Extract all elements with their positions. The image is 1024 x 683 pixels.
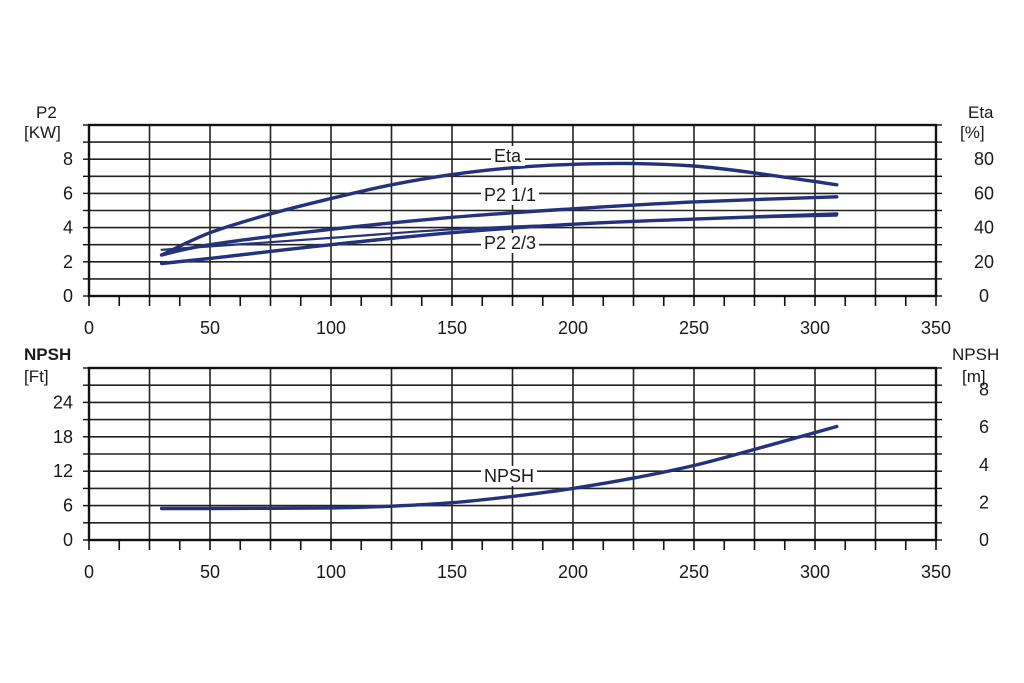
left-axis-title: P2 xyxy=(36,103,57,122)
right-y-tick-label: 20 xyxy=(974,252,994,272)
curve-label-background xyxy=(491,146,526,166)
left-y-tick-label: 18 xyxy=(53,427,73,447)
power-curve-eta xyxy=(159,161,839,257)
curve-label-background xyxy=(481,185,540,205)
power-left-ticks: 0 2 4 6 8 xyxy=(63,149,73,306)
x-tick-label: 50 xyxy=(200,562,220,582)
x-tick-label: 100 xyxy=(316,562,346,582)
right-y-tick-label: 0 xyxy=(979,286,989,306)
right-y-tick-label: 60 xyxy=(974,183,994,203)
x-tick-label: 300 xyxy=(800,562,830,582)
x-tick-label: 200 xyxy=(558,318,588,338)
power-curve-secondary xyxy=(160,214,838,251)
npsh-x-ticks: 0 50 100 150 200 250 300 350 xyxy=(84,562,951,582)
left-y-tick-label: 6 xyxy=(63,183,73,203)
x-tick-label: 350 xyxy=(921,562,951,582)
npsh-left-axis-unit: [Ft] xyxy=(24,367,49,386)
p2-full-curve-label: P2 1/1 xyxy=(484,185,536,205)
left-y-tick-label: 0 xyxy=(63,530,73,550)
x-tick-label: 150 xyxy=(437,318,467,338)
power-efficiency-x-ticks: 0 50 100 150 200 250 300 350 xyxy=(84,318,951,338)
p2-two-thirds-curve-label: P2 2/3 xyxy=(484,233,536,253)
left-y-tick-label: 6 xyxy=(63,496,73,516)
right-y-tick-label: 0 xyxy=(979,530,989,550)
power-efficiency-panel: 0 50 100 150 200 250 300 350 0 2 4 6 8 0 20 40 60 80 P2… xyxy=(24,103,994,338)
npsh-curve-label: NPSH xyxy=(484,466,534,486)
npsh-curves xyxy=(159,424,839,511)
right-y-tick-label: 80 xyxy=(974,149,994,169)
npsh-left-axis-title: NPSH xyxy=(24,345,71,364)
npsh-right-axis-title: NPSH xyxy=(952,345,999,364)
power-efficiency-grid xyxy=(83,123,942,306)
right-y-tick-label: 2 xyxy=(979,492,989,512)
left-axis-unit: [KW] xyxy=(24,123,61,142)
npsh-right-ticks: 0 2 4 6 8 xyxy=(979,380,989,550)
curve-label-background xyxy=(481,233,540,253)
x-tick-label: 250 xyxy=(679,562,709,582)
x-tick-label: 0 xyxy=(84,562,94,582)
x-tick-label: 300 xyxy=(800,318,830,338)
left-y-tick-label: 2 xyxy=(63,252,73,272)
x-tick-label: 150 xyxy=(437,562,467,582)
npsh-curve-npsh xyxy=(159,424,839,511)
right-y-tick-label: 4 xyxy=(979,455,989,475)
efficiency-right-ticks: 0 20 40 60 80 xyxy=(974,149,994,306)
curve-label-background xyxy=(481,466,538,486)
power-curve-p2-1-1 xyxy=(159,195,839,257)
left-y-tick-label: 12 xyxy=(53,461,73,481)
x-tick-label: 0 xyxy=(84,318,94,338)
npsh-right-axis-unit: [m] xyxy=(962,367,986,386)
left-y-tick-label: 24 xyxy=(53,392,73,412)
right-axis-unit: [%] xyxy=(960,123,985,142)
right-axis-title: Eta xyxy=(968,103,994,122)
power-efficiency-curves xyxy=(159,161,839,266)
npsh-left-ticks: 0 6 12 18 24 xyxy=(53,392,73,550)
left-y-tick-label: 4 xyxy=(63,218,73,238)
eta-curve-label: Eta xyxy=(494,146,522,166)
x-tick-label: 250 xyxy=(679,318,709,338)
x-tick-label: 50 xyxy=(200,318,220,338)
x-tick-label: 100 xyxy=(316,318,346,338)
x-tick-label: 200 xyxy=(558,562,588,582)
x-tick-label: 350 xyxy=(921,318,951,338)
left-y-tick-label: 0 xyxy=(63,286,73,306)
right-y-tick-label: 8 xyxy=(979,380,989,400)
left-y-tick-label: 8 xyxy=(63,149,73,169)
npsh-grid xyxy=(83,366,942,550)
right-y-tick-label: 6 xyxy=(979,417,989,437)
right-y-tick-label: 40 xyxy=(974,218,994,238)
